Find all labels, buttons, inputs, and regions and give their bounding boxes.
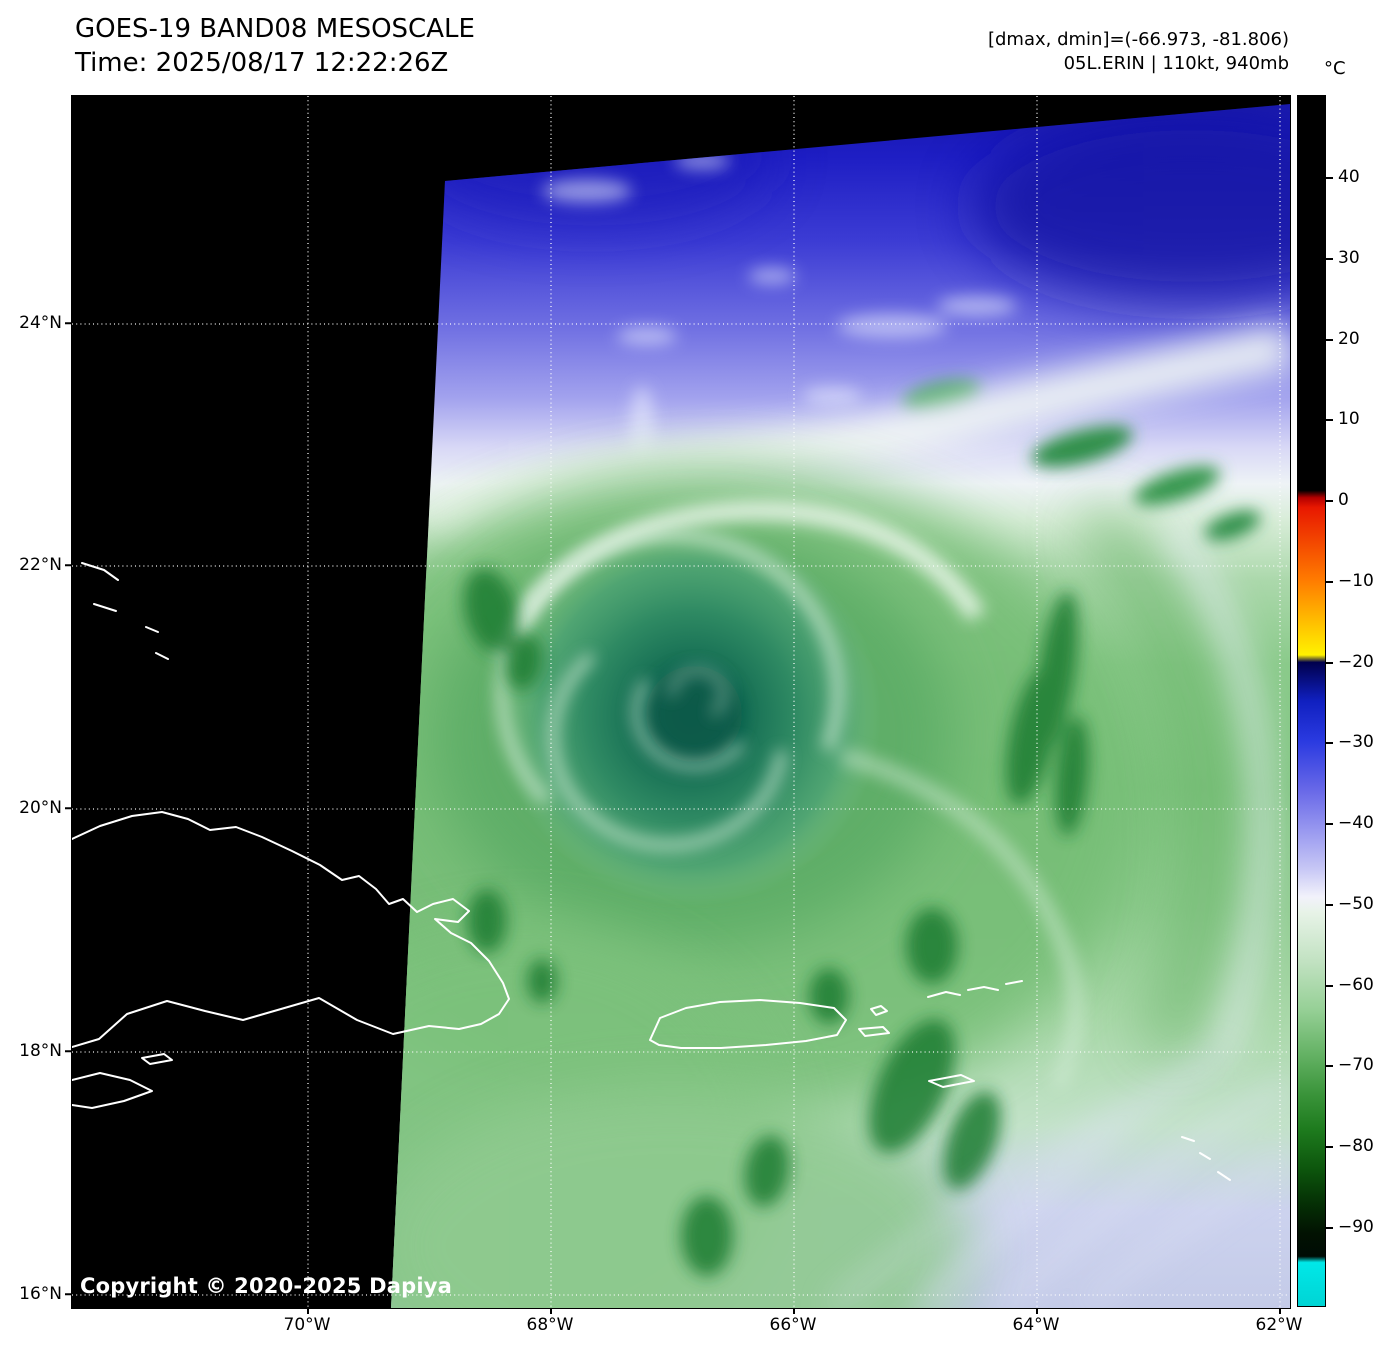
colorbar-tick: 30 [1326,248,1360,268]
colorbar-unit-label: °C [1324,58,1346,79]
lat-tick-label: 18°N [19,1041,62,1061]
satellite-swath [391,104,1290,1308]
lon-tick-mark [550,1308,552,1314]
lat-tick-label: 22°N [19,555,62,575]
lat-tick-label: 20°N [19,798,62,818]
lat-tick-mark [65,1293,71,1295]
colorbar-tick: 10 [1326,409,1360,429]
colorbar-tick: −80 [1326,1136,1374,1156]
islands-lesser-antilles [1181,1136,1231,1181]
colorbar-tick: −40 [1326,813,1374,833]
island-culebra [870,1005,888,1016]
copyright-text: Copyright © 2020-2025 Dapiya [80,1274,452,1298]
colorbar-tick: 0 [1326,490,1349,510]
island-gonave [141,1053,173,1065]
page-title: GOES-19 BAND08 MESOSCALE [75,14,475,44]
lon-tick-label: 64°W [1012,1315,1060,1335]
colorbar-tick: −10 [1326,571,1374,591]
lon-tick-mark [1279,1308,1281,1314]
colorbar-tick: −30 [1326,732,1374,752]
map-svg [72,96,1290,1308]
hurricane-eye [646,666,742,762]
coastline-haiti-peninsula [72,1072,153,1109]
colorbar-tick: 20 [1326,329,1360,349]
colorbar-tick: −20 [1326,652,1374,672]
colorbar-tick: 40 [1326,167,1360,187]
islands-virgin [927,980,1023,998]
lat-tick-mark [65,1050,71,1052]
outflow-streaks [828,1047,1290,1308]
lat-tick-mark [65,807,71,809]
colorbar-tick: −90 [1326,1217,1374,1237]
lat-tick-label: 24°N [19,313,62,333]
lon-tick-label: 70°W [283,1315,331,1335]
colorbar-tick: −70 [1326,1055,1374,1075]
lat-tick-label: 16°N [19,1284,62,1304]
lon-tick-label: 68°W [526,1315,574,1335]
colorbar-tick: −50 [1326,894,1374,914]
lon-tick-mark [793,1308,795,1314]
lon-tick-label: 66°W [769,1315,817,1335]
island-st-croix [928,1074,975,1088]
satellite-map: Copyright © 2020-2025 Dapiya [71,95,1291,1309]
lat-tick-mark [65,564,71,566]
islands-bahamas [81,562,169,660]
deep-convection-cells [463,567,1089,1276]
lat-tick-mark [65,322,71,324]
coastlines [72,562,1231,1181]
colorbar [1297,95,1326,1307]
header-right: [dmax, dmin]=(-66.973, -81.806) 05L.ERIN… [988,28,1289,76]
coastline-puerto-rico [649,999,847,1049]
dmax-dmin-readout: [dmax, dmin]=(-66.973, -81.806) [987,29,1289,50]
spiral-bands [495,529,1084,1090]
outer-band-cells [902,379,1261,542]
lon-tick-mark [307,1308,309,1314]
image-timestamp: Time: 2025/08/17 12:22:26Z [75,48,449,78]
lon-tick-label: 62°W [1255,1315,1303,1335]
header-left: GOES-19 BAND08 MESOSCALE Time: 2025/08/1… [75,12,475,80]
coastline-hispaniola-north [72,811,510,1048]
lon-tick-mark [1036,1308,1038,1314]
storm-info: 05L.ERIN | 110kt, 940mb [1063,53,1289,74]
island-vieques [858,1026,890,1037]
colorbar-tick: −60 [1326,975,1374,995]
gridlines [72,96,1290,1308]
